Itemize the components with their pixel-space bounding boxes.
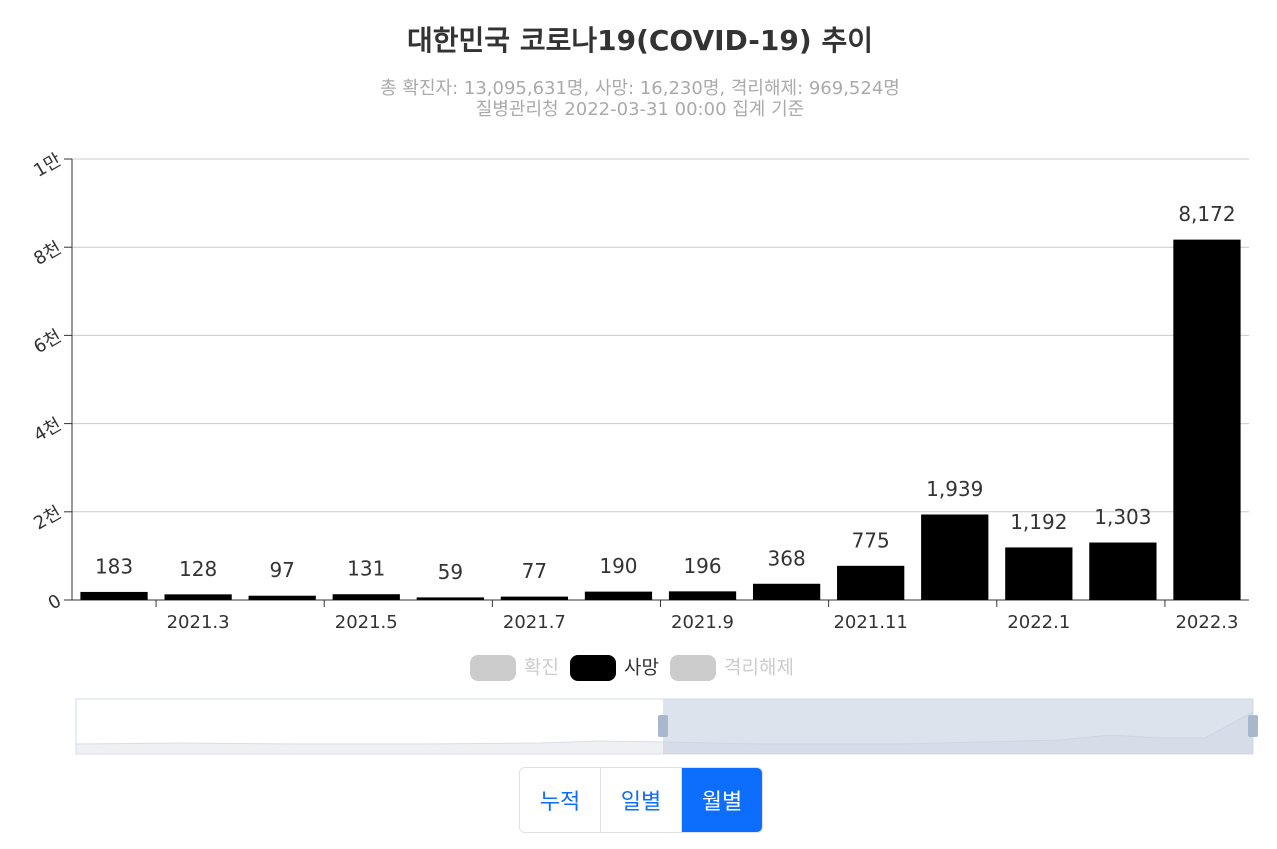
data-label: 775 bbox=[852, 528, 890, 552]
x-tick-label: 2022.3 bbox=[1175, 612, 1238, 633]
legend-swatch bbox=[670, 655, 716, 681]
bar bbox=[164, 594, 232, 600]
bar bbox=[668, 591, 737, 600]
data-label: 131 bbox=[347, 557, 385, 581]
chart-subtitle: 총 확진자: 13,095,631명, 사망: 16,230명, 격리해제: 9… bbox=[380, 78, 900, 99]
x-tick-label: 2021.9 bbox=[671, 612, 734, 633]
bar bbox=[1005, 547, 1073, 600]
chart: 대한민국 코로나19(COVID-19) 추이 총 확진자: 13,095,63… bbox=[30, 24, 1258, 755]
bar bbox=[584, 591, 653, 600]
data-label: 8,172 bbox=[1178, 202, 1235, 226]
bar bbox=[752, 583, 821, 600]
data-zoom[interactable] bbox=[75, 698, 1258, 755]
data-label: 196 bbox=[683, 554, 721, 578]
y-tick-label: 4천 bbox=[30, 414, 65, 446]
bar bbox=[416, 597, 484, 600]
bar bbox=[248, 595, 316, 600]
legend-item[interactable]: 격리해제 bbox=[670, 655, 794, 681]
y-tick-label: 8천 bbox=[30, 238, 65, 270]
legend-label: 확진 bbox=[524, 657, 559, 679]
y-tick-label: 0 bbox=[45, 590, 65, 614]
data-label: 97 bbox=[269, 558, 294, 582]
x-tick-label: 2021.3 bbox=[167, 612, 230, 633]
data-label: 77 bbox=[522, 559, 547, 583]
data-label: 1,192 bbox=[1010, 510, 1067, 534]
legend-swatch bbox=[470, 655, 516, 681]
y-tick-label: 2천 bbox=[30, 502, 65, 534]
bar bbox=[921, 514, 989, 600]
data-label: 1,303 bbox=[1094, 505, 1151, 529]
legend-label: 격리해제 bbox=[724, 657, 794, 679]
bar bbox=[500, 596, 569, 600]
view-buttons: 누적 일별 월별 bbox=[519, 767, 763, 833]
zoom-handle[interactable] bbox=[1248, 715, 1258, 737]
y-tick-label: 6천 bbox=[30, 326, 65, 358]
data-label: 1,939 bbox=[926, 477, 983, 501]
legend-item[interactable]: 확진 bbox=[470, 655, 559, 681]
data-label: 190 bbox=[599, 554, 637, 578]
legend-item[interactable]: 사망 bbox=[570, 655, 659, 681]
legend-label: 사망 bbox=[624, 657, 659, 679]
view-button[interactable]: 누적 bbox=[520, 768, 600, 832]
y-tick-label: 1만 bbox=[30, 149, 65, 181]
data-label: 59 bbox=[438, 560, 463, 584]
zoom-window bbox=[663, 699, 1253, 754]
bar bbox=[1173, 239, 1241, 600]
data-label: 183 bbox=[95, 554, 133, 578]
x-tick-label: 2021.5 bbox=[335, 612, 398, 633]
data-label: 368 bbox=[768, 546, 806, 570]
view-button[interactable]: 일별 bbox=[600, 768, 681, 832]
zoom-handle[interactable] bbox=[658, 715, 668, 737]
bar bbox=[837, 565, 905, 600]
legend-swatch bbox=[570, 655, 616, 681]
view-button[interactable]: 월별 bbox=[681, 768, 762, 832]
chart-title: 대한민국 코로나19(COVID-19) 추이 bbox=[407, 24, 873, 57]
x-tick-label: 2021.7 bbox=[503, 612, 566, 633]
bar bbox=[1089, 542, 1157, 600]
data-label: 128 bbox=[179, 557, 217, 581]
x-tick-label: 2021.11 bbox=[833, 612, 907, 633]
bar bbox=[80, 591, 148, 600]
bar bbox=[332, 594, 400, 600]
x-tick-label: 2022.1 bbox=[1007, 612, 1070, 633]
chart-subtitle: 질병관리청 2022-03-31 00:00 집계 기준 bbox=[476, 99, 804, 120]
